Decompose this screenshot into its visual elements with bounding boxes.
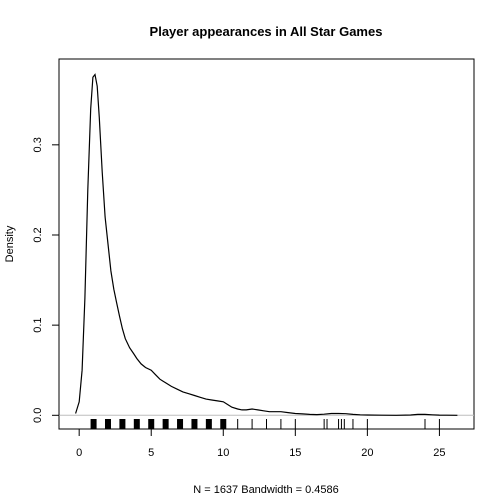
rug-mark <box>177 419 184 429</box>
x-tick-label: 5 <box>148 447 154 459</box>
density-curve <box>75 73 458 416</box>
rug-mark <box>119 419 126 429</box>
y-tick-label: 0.0 <box>32 408 44 423</box>
rug-mark <box>148 419 155 429</box>
rug-mark <box>205 419 212 429</box>
y-tick-label: 0.2 <box>32 227 44 242</box>
rug-mark <box>162 419 169 429</box>
rug-marks <box>90 419 440 429</box>
rug-mark <box>104 419 111 429</box>
y-axis: 0.0 0.1 0.2 0.3 <box>32 137 60 423</box>
rug-mark <box>191 419 198 429</box>
rug-mark <box>90 419 97 429</box>
x-tick-label: 20 <box>361 447 373 459</box>
y-tick-label: 0.3 <box>32 137 44 152</box>
plot-frame <box>58 58 475 430</box>
x-axis-label: N = 1637 Bandwidth = 0.4586 <box>193 484 339 496</box>
x-tick-label: 25 <box>433 447 445 459</box>
x-tick-label: 0 <box>76 447 82 459</box>
y-axis-label: Density <box>4 225 16 262</box>
x-axis: 0 5 10 15 20 25 <box>76 428 446 459</box>
rug-mark <box>220 419 227 429</box>
chart-title: Player appearances in All Star Games <box>150 24 383 39</box>
x-tick-label: 15 <box>289 447 301 459</box>
rug-mark <box>133 419 140 429</box>
y-tick-label: 0.1 <box>32 317 44 332</box>
x-tick-label: 10 <box>217 447 229 459</box>
